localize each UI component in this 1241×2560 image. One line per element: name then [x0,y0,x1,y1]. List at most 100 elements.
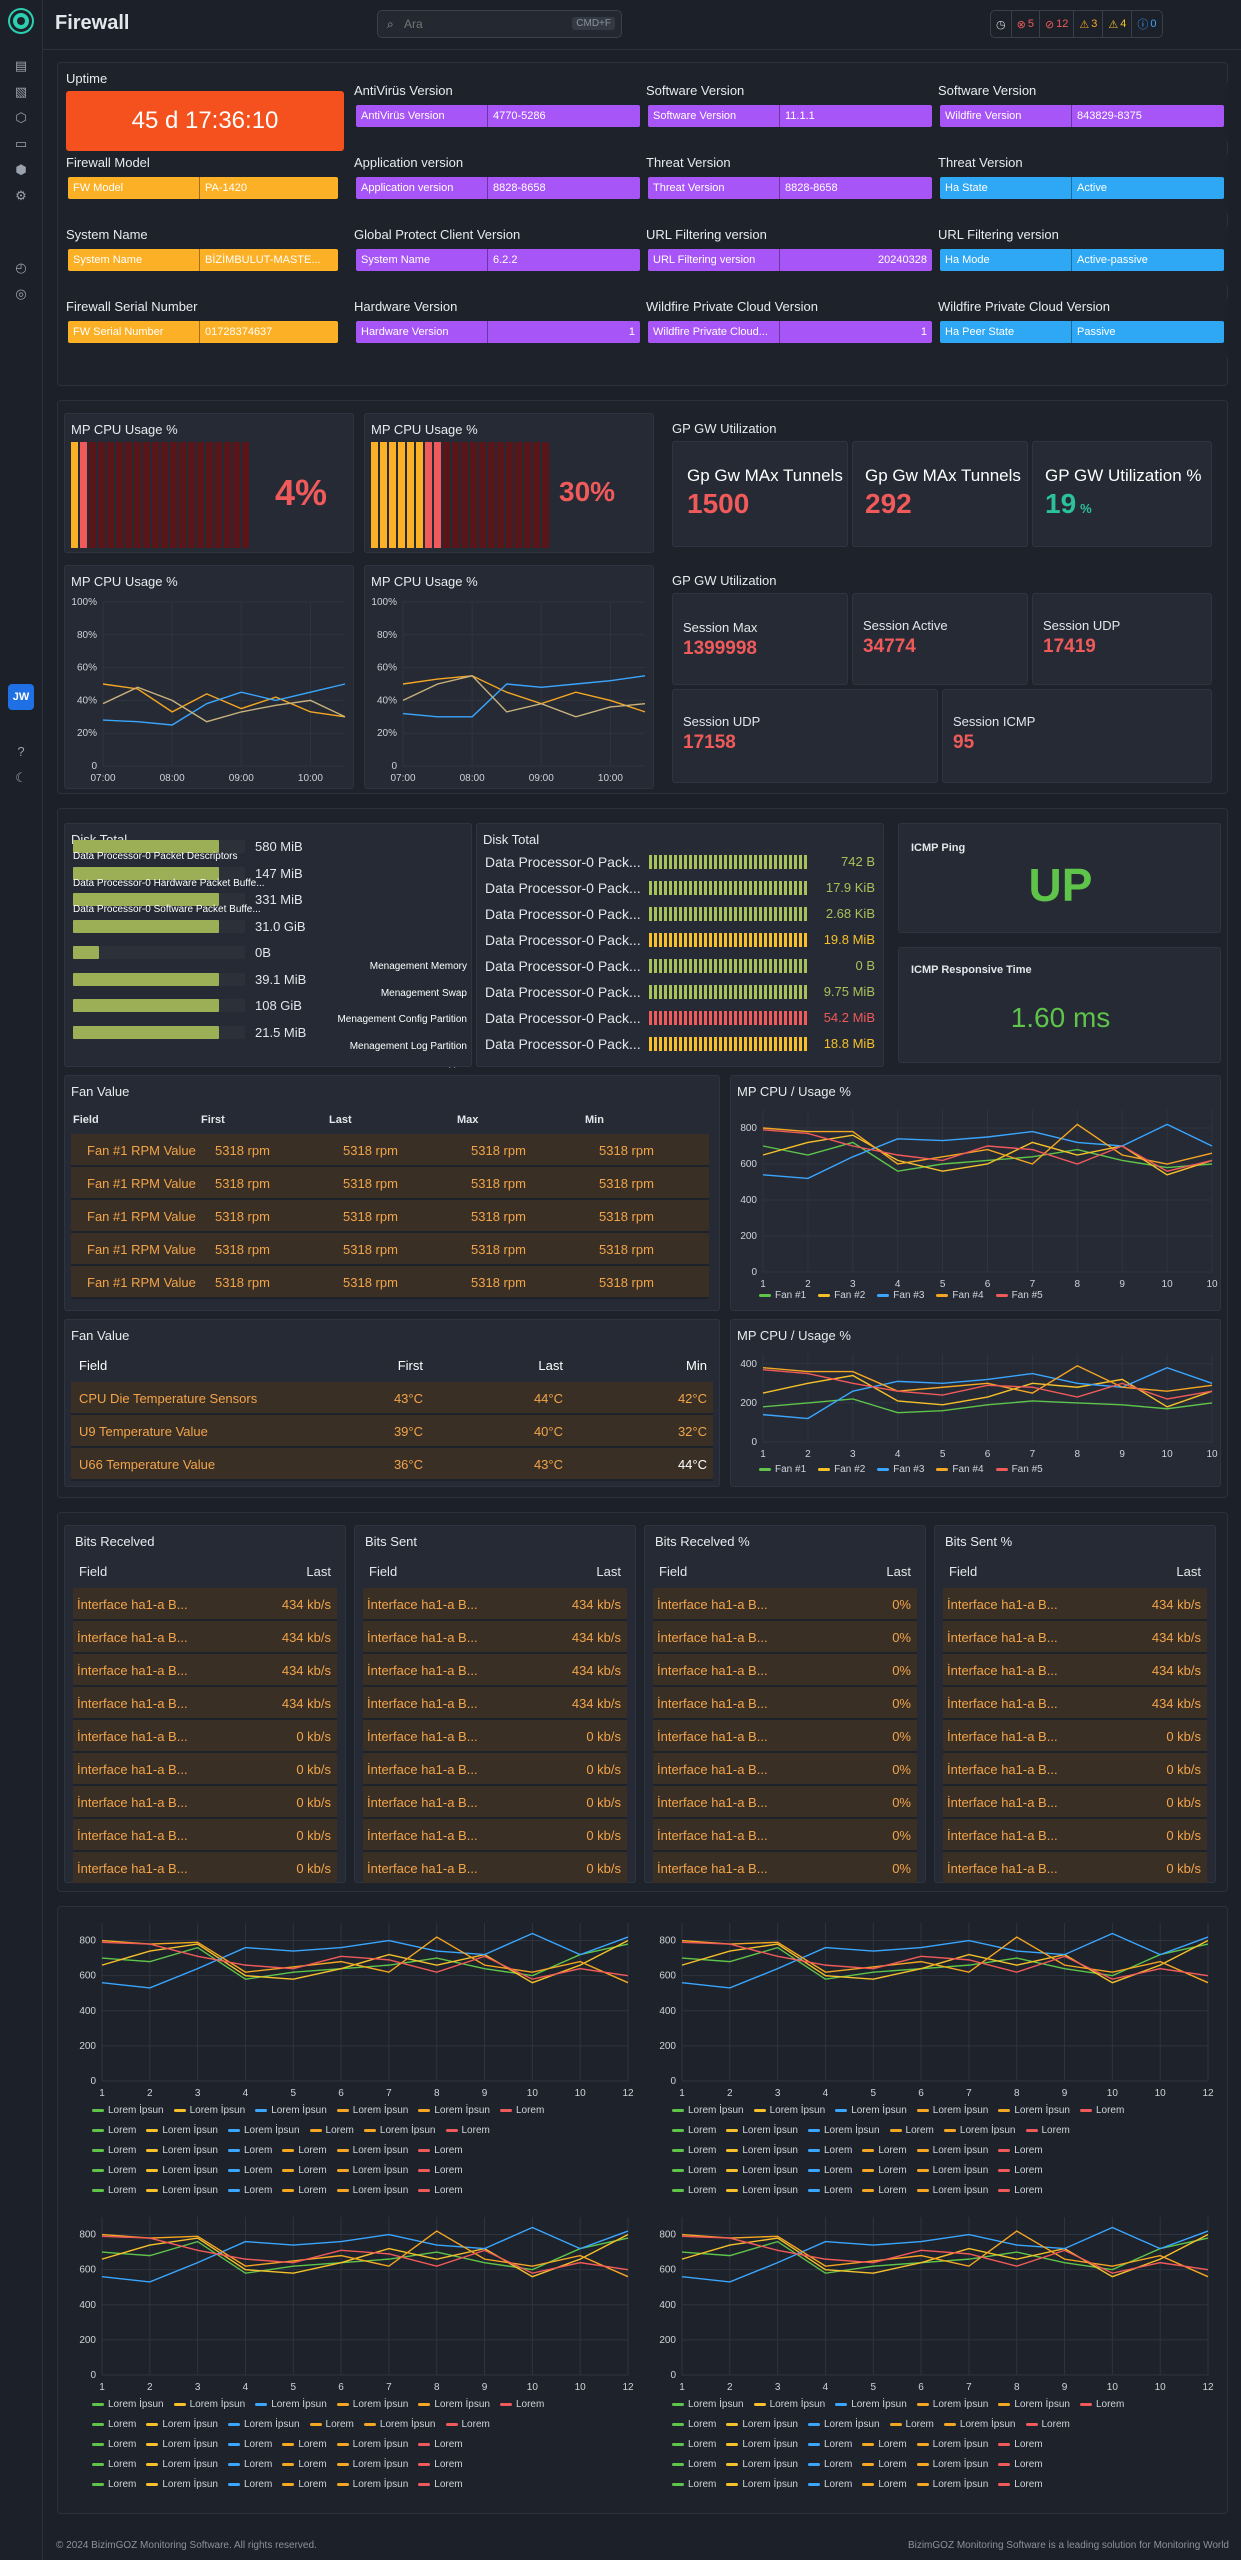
search-input[interactable] [404,16,564,32]
legend-item[interactable]: Lorem [998,2479,1043,2490]
legend-item[interactable]: Lorem [282,2185,327,2196]
legend-item[interactable]: Lorem [998,2459,1043,2470]
legend-item[interactable]: Fan #3 [877,1290,924,1301]
legend-item[interactable]: Lorem [227,2165,272,2176]
table-row[interactable]: İnterface ha1-a B... 0 kb/s [363,1720,627,1753]
legend-item[interactable]: Lorem [92,2125,136,2136]
legend-item[interactable]: Lorem İpsun [807,2125,880,2136]
legend-item[interactable]: Fan #2 [818,1464,865,1475]
table-row[interactable]: İnterface ha1-a B... 434 kb/s [363,1654,627,1687]
legend-item[interactable]: Lorem [282,2479,327,2490]
table-row[interactable]: İnterface ha1-a B... 0% [653,1621,917,1654]
legend-item[interactable]: Lorem İpsun [726,2419,798,2430]
legend-item[interactable]: Lorem İpsun [146,2479,218,2490]
legend-item[interactable]: Lorem İpsun [726,2165,798,2176]
legend-item[interactable]: Lorem İpsun [916,2185,988,2196]
legend-item[interactable]: Lorem [418,2185,463,2196]
legend-item[interactable]: Lorem [227,2145,272,2156]
legend-item[interactable]: Lorem İpsun [726,2125,798,2136]
legend-item[interactable]: Lorem İpsun [916,2399,988,2410]
legend-item[interactable]: Lorem [282,2145,327,2156]
legend-item[interactable]: Lorem İpsun [336,2439,408,2450]
legend-item[interactable]: Lorem İpsun [835,2399,907,2410]
legend-item[interactable]: Lorem [862,2145,907,2156]
table-row[interactable]: İnterface ha1-a B... 0 kb/s [73,1720,337,1753]
legend-item[interactable]: Lorem İpsun [92,2105,164,2116]
table-row[interactable]: İnterface ha1-a B... 434 kb/s [943,1687,1207,1720]
legend-item[interactable]: Lorem [92,2165,136,2176]
legend-item[interactable]: Lorem [862,2165,907,2176]
alert-error[interactable]: ⊘ 12 [1040,10,1075,38]
legend-item[interactable]: Lorem [499,2105,544,2116]
table-row[interactable]: İnterface ha1-a B... 0% [653,1819,917,1852]
legend-item[interactable]: Lorem İpsun [916,2459,988,2470]
legend-item[interactable]: Lorem İpsun [672,2399,744,2410]
table-row[interactable]: İnterface ha1-a B... 0 kb/s [73,1753,337,1786]
legend-item[interactable]: Lorem İpsun [227,2125,300,2136]
legend-item[interactable]: Lorem İpsun [336,2479,408,2490]
legend-item[interactable]: Fan #5 [995,1464,1043,1475]
legend-item[interactable]: Lorem [889,2125,934,2136]
table-row[interactable]: İnterface ha1-a B... 434 kb/s [73,1621,337,1654]
table-row[interactable]: İnterface ha1-a B... 434 kb/s [363,1621,627,1654]
legend-item[interactable]: Lorem İpsun [916,2439,988,2450]
legend-item[interactable]: Lorem İpsun [336,2145,408,2156]
table-row[interactable]: İnterface ha1-a B... 0 kb/s [363,1852,627,1885]
legend-item[interactable]: Lorem [92,2479,136,2490]
clock-icon[interactable]: ◴ [15,260,27,275]
legend-item[interactable]: Lorem İpsun [336,2105,408,2116]
legend-item[interactable]: Lorem İpsun [146,2419,218,2430]
table-row[interactable]: İnterface ha1-a B... 434 kb/s [73,1588,337,1621]
search-box[interactable]: ⌕ CMD+F [377,10,622,38]
legend-item[interactable]: Lorem [309,2419,354,2430]
legend-item[interactable]: Lorem [862,2459,907,2470]
legend-item[interactable]: Lorem İpsun [146,2165,218,2176]
legend-item[interactable]: Lorem İpsun [943,2419,1016,2430]
table-row[interactable]: İnterface ha1-a B... 434 kb/s [943,1588,1207,1621]
legend-item[interactable]: Lorem İpsun [146,2459,218,2470]
table-row[interactable]: İnterface ha1-a B... 0% [653,1687,917,1720]
avatar[interactable]: JW [8,684,34,710]
legend-item[interactable]: Lorem İpsun [726,2439,798,2450]
legend-item[interactable]: Lorem [998,2439,1043,2450]
legend-item[interactable]: Lorem [807,2145,852,2156]
legend-item[interactable]: Lorem İpsun [726,2185,798,2196]
legend-item[interactable]: Lorem [418,2479,463,2490]
legend-item[interactable]: Lorem [1025,2125,1070,2136]
legend-item[interactable]: Lorem İpsun [336,2185,408,2196]
legend-item[interactable]: Lorem [889,2419,934,2430]
table-row[interactable]: İnterface ha1-a B... 0% [653,1786,917,1819]
monitor-icon[interactable]: ▭ [14,136,28,151]
table-row[interactable]: U9 Temperature Value 39°C 40°C 32°C [71,1415,713,1448]
table-row[interactable]: İnterface ha1-a B... 0 kb/s [943,1819,1207,1852]
alert-warning[interactable]: ⚠ 3 [1074,10,1104,38]
table-row[interactable]: İnterface ha1-a B... 0 kb/s [73,1852,337,1885]
legend-item[interactable]: Lorem [807,2439,852,2450]
table-row[interactable]: İnterface ha1-a B... 0 kb/s [363,1819,627,1852]
table-row[interactable]: CPU Die Temperature Sensors 43°C 44°C 42°C [71,1382,713,1415]
table-row[interactable]: İnterface ha1-a B... 0 kb/s [943,1852,1207,1885]
legend-item[interactable]: Lorem [92,2459,136,2470]
compass-icon[interactable]: ◎ [15,286,27,301]
legend-item[interactable]: Lorem [672,2185,716,2196]
legend-item[interactable]: Lorem [1025,2419,1070,2430]
legend-item[interactable]: Lorem İpsun [173,2399,245,2410]
legend-item[interactable]: Lorem [227,2439,272,2450]
legend-item[interactable]: Fan #1 [759,1290,806,1301]
table-row[interactable]: İnterface ha1-a B... 0% [653,1720,917,1753]
legend-item[interactable]: Lorem İpsun [807,2419,880,2430]
table-row[interactable]: İnterface ha1-a B... 0 kb/s [943,1786,1207,1819]
logo-icon[interactable] [10,10,32,32]
table-row[interactable]: Fan #1 RPM Value 5318 rpm 5318 rpm 5318 rpm… [71,1134,709,1167]
legend-item[interactable]: Lorem İpsun [146,2125,218,2136]
legend-item[interactable]: Lorem İpsun [255,2399,327,2410]
legend-item[interactable]: Lorem [418,2459,463,2470]
legend-item[interactable]: Lorem İpsun [336,2165,408,2176]
legend-item[interactable]: Lorem [807,2185,852,2196]
legend-item[interactable]: Fan #2 [818,1290,865,1301]
alert-critical[interactable]: ⊗ 5 [1012,10,1040,38]
table-row[interactable]: İnterface ha1-a B... 0 kb/s [943,1720,1207,1753]
legend-item[interactable]: Lorem İpsun [146,2185,218,2196]
dashboard-icon[interactable]: ▤ [14,58,28,73]
legend-item[interactable]: Lorem İpsun [173,2105,245,2116]
